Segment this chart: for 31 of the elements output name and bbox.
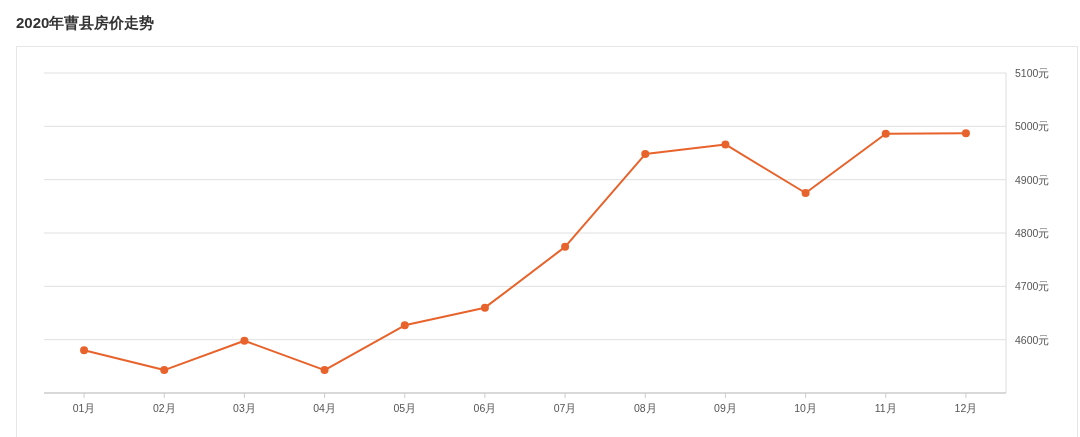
x-tick-label: 02月 — [152, 402, 176, 414]
point — [561, 242, 570, 251]
x-tick-label: 04月 — [313, 402, 336, 414]
point — [480, 303, 489, 312]
x-tick-label: 03月 — [233, 402, 256, 414]
point — [80, 346, 89, 355]
x-tick-label: 10月 — [794, 402, 817, 414]
y-tick-label: 5000元 — [1015, 120, 1050, 133]
point — [881, 129, 890, 138]
x-tick-label: 08月 — [633, 402, 657, 414]
point — [160, 366, 169, 375]
x-tick-label: 05月 — [393, 402, 417, 414]
x-tick-label: 11月 — [874, 402, 897, 414]
x-tick-label: 06月 — [473, 402, 497, 414]
point — [400, 321, 409, 330]
y-tick-label: 4600元 — [1015, 333, 1050, 346]
point — [721, 140, 730, 149]
y-tick-label: 4800元 — [1015, 227, 1050, 239]
y-tick-label: 4900元 — [1015, 173, 1050, 186]
point — [801, 189, 810, 197]
point — [641, 150, 650, 159]
x-tick-label: 12月 — [954, 402, 978, 414]
x-tick-label: 01月 — [72, 402, 96, 414]
point — [240, 336, 249, 345]
y-tick-label: 4700元 — [1015, 280, 1050, 293]
point — [320, 366, 329, 375]
x-tick-label: 07月 — [553, 402, 577, 414]
y-tick-label: 5100元 — [1015, 67, 1050, 79]
chart-title: 2020年曹县房价走势 — [16, 14, 155, 31]
x-tick-label: 09月 — [714, 402, 737, 414]
point — [961, 129, 970, 138]
